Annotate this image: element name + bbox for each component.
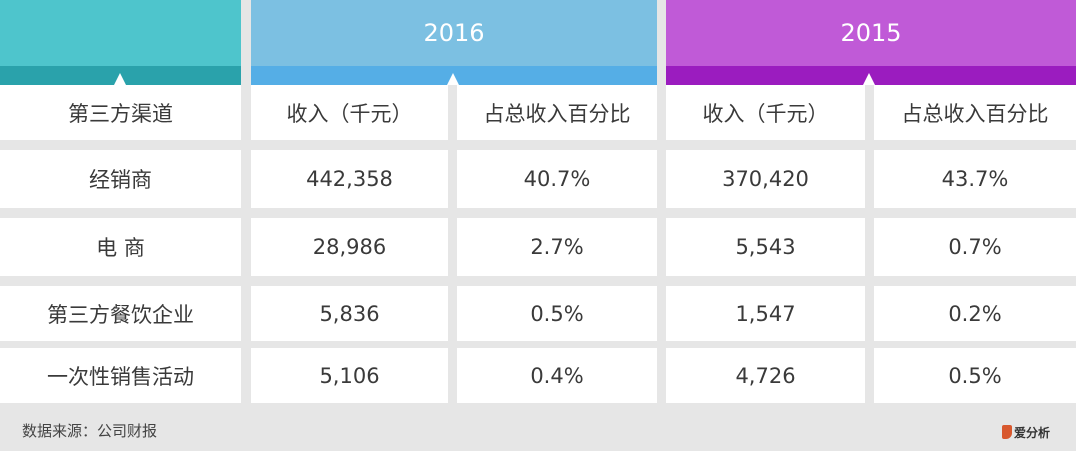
row-1-share-2016: 40.7%	[457, 150, 657, 208]
row-3-share-2015: 0.2%	[874, 286, 1076, 341]
brand-mark-icon	[1002, 425, 1012, 439]
row-2-share-2016: 2.7%	[457, 218, 657, 276]
row-3-share-2016: 0.5%	[457, 286, 657, 341]
header-pointer-icon	[114, 73, 126, 85]
col-header-channel: 第三方渠道	[0, 85, 241, 140]
header-2016-block: 2016	[251, 0, 657, 85]
row-1-share-2015: 43.7%	[874, 150, 1076, 208]
row-1-revenue-2015: 370,420	[666, 150, 865, 208]
col-header-revenue-2016: 收入（千元）	[251, 85, 448, 140]
brand-logo-text: 爱分析	[1014, 425, 1051, 440]
row-1-channel: 经销商	[0, 150, 241, 208]
row-3-revenue-2016: 5,836	[251, 286, 448, 341]
col-header-share-2015: 占总收入百分比	[874, 85, 1076, 140]
row-4-revenue-2016: 5,106	[251, 348, 448, 403]
header-2015-title: 2015	[666, 0, 1076, 66]
row-2-revenue-2016: 28,986	[251, 218, 448, 276]
col-header-revenue-2015: 收入（千元）	[666, 85, 865, 140]
row-1-revenue-2016: 442,358	[251, 150, 448, 208]
row-4-revenue-2015: 4,726	[666, 348, 865, 403]
row-4-channel: 一次性销售活动	[0, 348, 241, 403]
header-channel-top	[0, 0, 241, 66]
header-pointer-icon	[447, 73, 459, 85]
data-source-note: 数据来源：公司财报	[22, 422, 158, 440]
row-2-share-2015: 0.7%	[874, 218, 1076, 276]
row-3-revenue-2015: 1,547	[666, 286, 865, 341]
col-header-share-2016: 占总收入百分比	[457, 85, 657, 140]
brand-logo: 爱分析	[1002, 421, 1050, 443]
header-2016-title: 2016	[251, 0, 657, 66]
header-2015-block: 2015	[666, 0, 1076, 85]
row-3-channel: 第三方餐饮企业	[0, 286, 241, 341]
header-pointer-icon	[863, 73, 875, 85]
row-4-share-2016: 0.4%	[457, 348, 657, 403]
row-2-channel: 电 商	[0, 218, 241, 276]
row-2-revenue-2015: 5,543	[666, 218, 865, 276]
row-4-share-2015: 0.5%	[874, 348, 1076, 403]
header-channel-block	[0, 0, 241, 85]
